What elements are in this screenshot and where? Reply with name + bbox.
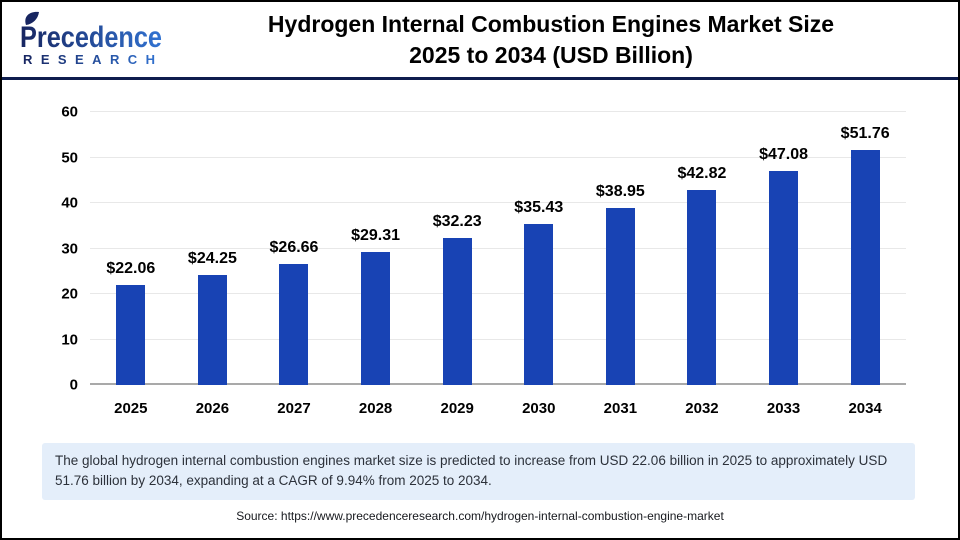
x-axis-label: 2029: [440, 400, 474, 417]
bar: [442, 238, 472, 385]
gridline: [90, 293, 906, 294]
bar: [524, 223, 554, 385]
chart-title-line1: Hydrogen Internal Combustion Engines Mar…: [267, 11, 835, 38]
bar-slot: $24.25: [172, 112, 254, 385]
y-tick-label: 10: [61, 331, 78, 348]
bar-slot: $22.06: [90, 112, 172, 385]
bar-value-label: $38.95: [595, 182, 645, 200]
x-axis-label: 2031: [603, 400, 638, 417]
y-tick-label: 50: [61, 149, 78, 166]
bar-value-label: $42.82: [677, 165, 727, 183]
bar-value-label: $24.25: [187, 249, 237, 267]
precedence-research-logo: Precedence RESEARCH: [20, 11, 162, 67]
y-tick-label: 0: [69, 376, 78, 394]
x-axis-label: 2025: [114, 400, 148, 417]
bar-slot: $38.95: [580, 112, 662, 385]
x-axis-label: 2026: [195, 400, 230, 417]
source-text: Source: https://www.precedenceresearch.c…: [236, 508, 724, 523]
gridline: [90, 202, 906, 203]
bar: [361, 251, 391, 385]
logo-wordmark: Precedence: [20, 21, 162, 54]
bar-value-label: $35.43: [514, 198, 564, 216]
bar-slot: $51.76: [824, 112, 906, 385]
bar: [850, 149, 880, 385]
x-axis-label: 2033: [766, 400, 801, 417]
bar-value-label: $51.76: [840, 124, 890, 142]
plot-area: 0 10 20 30 40 50 60 $22.06 $24.25 $26.66 $29.31 $3…: [61, 104, 906, 394]
bar: [769, 170, 799, 385]
bar-slot: $42.82: [661, 112, 743, 385]
grid-layer: 0 10 20 30 40 50 60: [61, 104, 906, 394]
x-axis-labels: 2025 2026 2027 2028 2029 2030 2031 2032 2033 2034: [90, 400, 906, 417]
chart-title: Hydrogen Internal Combustion Engines Mar…: [184, 9, 946, 70]
header: Precedence RESEARCH Hydrogen Internal Co…: [2, 2, 958, 80]
gridline: [90, 111, 906, 112]
logo-subtitle: RESEARCH: [23, 52, 161, 67]
gridline: [90, 338, 906, 340]
x-axis-label: 2032: [685, 400, 719, 417]
x-axis-label: 2027: [277, 400, 311, 417]
gridline: [90, 156, 906, 158]
x-axis-label: 2034: [848, 400, 882, 417]
bar-chart: 0 10 20 30 40 50 60 $22.06 $24.25 $26.66 $29.31 $3…: [2, 80, 958, 432]
bar: [197, 274, 227, 385]
bar-value-label: $22.06: [106, 259, 156, 277]
bar-slot: $29.31: [335, 112, 417, 385]
bar: [116, 284, 146, 385]
logo-leaf-icon: [25, 11, 39, 25]
x-axis-label: 2028: [358, 400, 393, 417]
x-axis-label: 2030: [522, 400, 556, 417]
bar-value-label: $47.08: [759, 145, 809, 163]
bar-value-label: $29.31: [351, 226, 401, 244]
y-tick-label: 60: [61, 103, 78, 121]
summary-note: The global hydrogen internal combustion …: [42, 443, 915, 500]
y-tick-label: 40: [61, 194, 78, 212]
bar-slot: $35.43: [498, 112, 580, 385]
bar-slot: $47.08: [743, 112, 825, 385]
bar-value-label: $32.23: [432, 213, 482, 231]
y-tick-label: 30: [61, 240, 78, 257]
gridline: [90, 247, 906, 249]
chart-title-line2: 2025 to 2034 (USD Billion): [409, 41, 693, 68]
bar: [605, 207, 635, 385]
bar: [279, 263, 309, 385]
bars-row: $22.06 $24.25 $26.66 $29.31 $32.23 $35.43 $38.…: [90, 112, 906, 385]
bar-slot: $32.23: [416, 112, 498, 385]
bar-value-label: $26.66: [269, 238, 319, 256]
bar-slot: $26.66: [253, 112, 335, 385]
y-tick-label: 20: [61, 285, 78, 303]
x-axis-line: [90, 383, 906, 385]
bar: [687, 190, 717, 385]
